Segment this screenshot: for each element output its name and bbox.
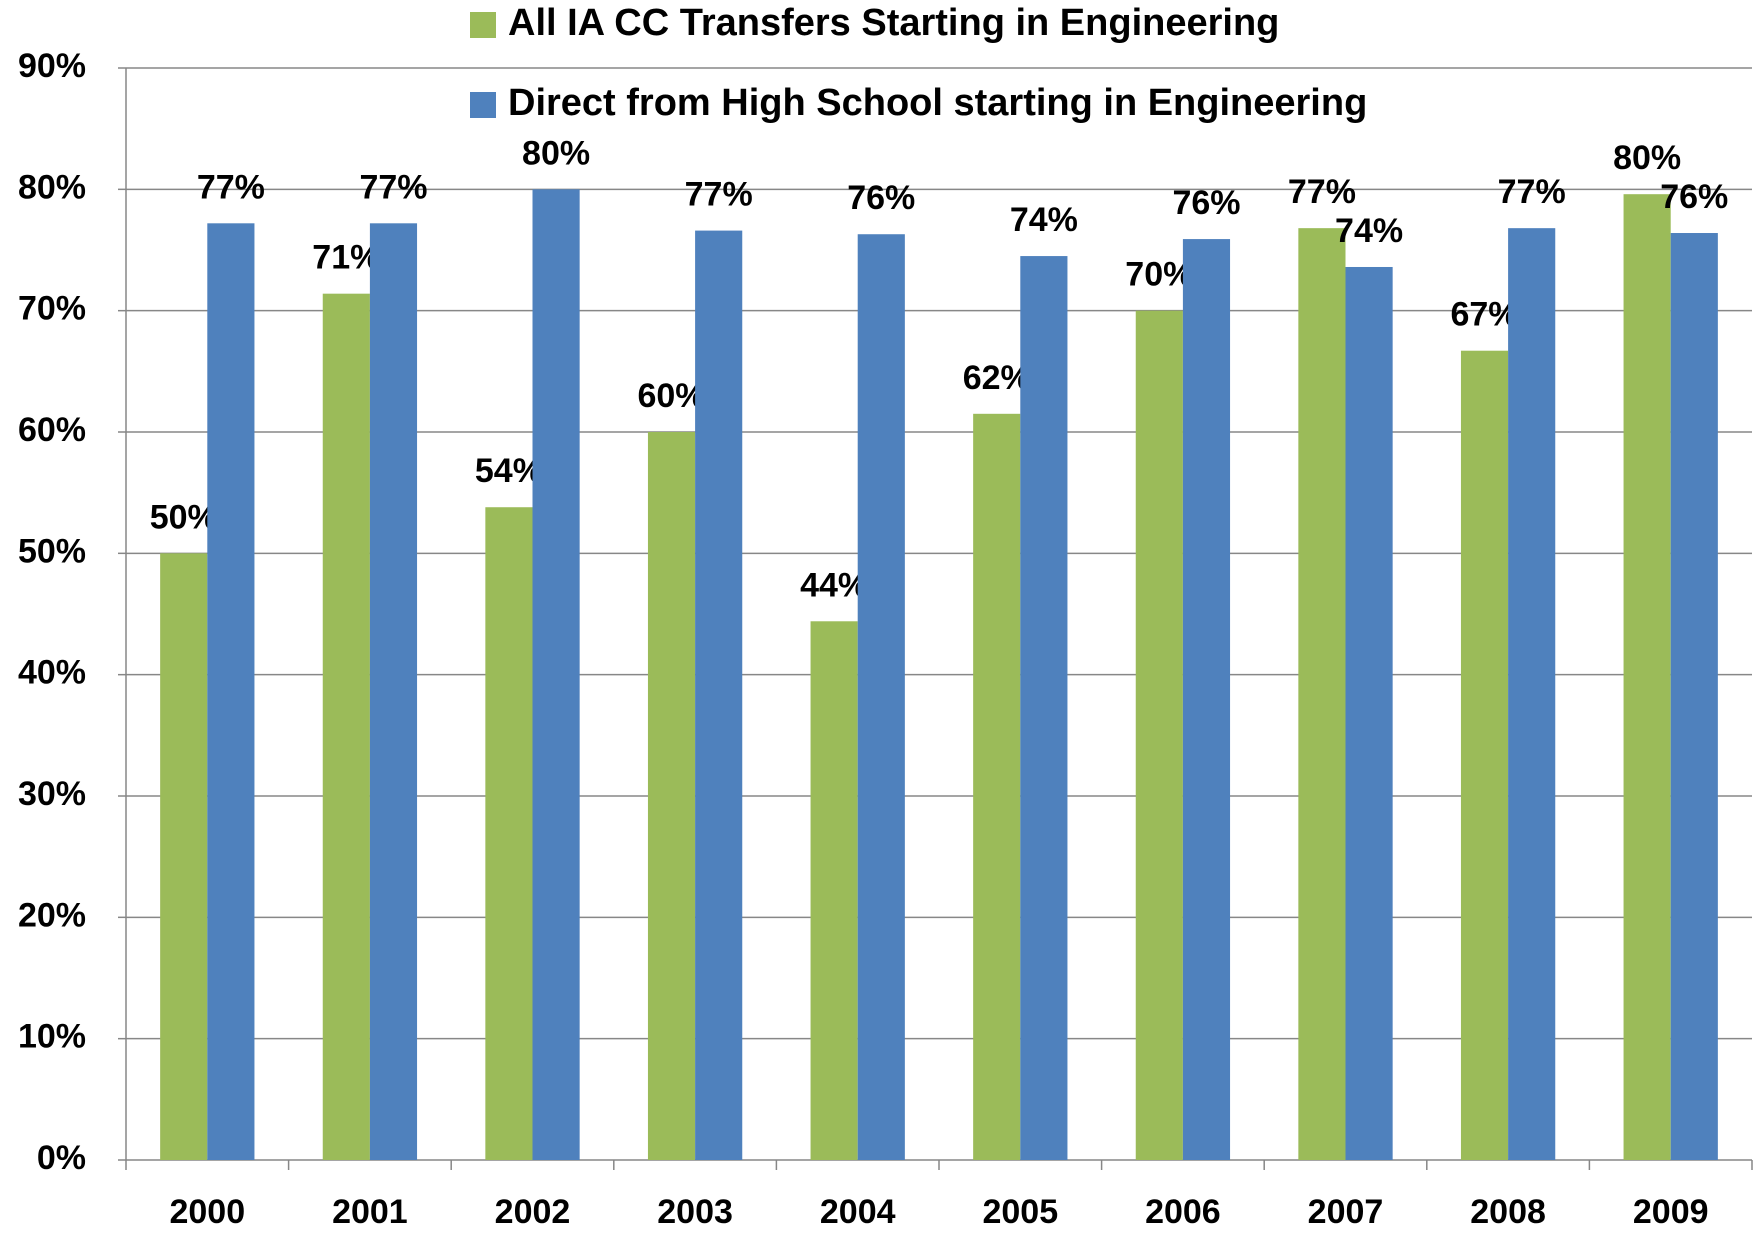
x-tick-label: 2007 [1308,1193,1384,1231]
data-label: 80% [522,134,590,172]
bar [810,621,858,1160]
data-label: 80% [1613,139,1681,177]
y-tick-label: 60% [18,411,86,449]
y-tick-label: 10% [18,1018,86,1056]
y-tick-label: 0% [37,1139,86,1177]
legend-label: Direct from High School starting in Engi… [508,82,1367,124]
bar [485,507,533,1160]
legend-label: All IA CC Transfers Starting in Engineer… [508,2,1279,44]
bar [1670,233,1718,1161]
y-tick-label: 70% [18,290,86,328]
bar [1182,239,1231,1160]
data-label: 60% [637,377,705,415]
legend-swatch [470,92,496,118]
y-tick-label: 30% [18,775,86,813]
y-tick-label: 40% [18,654,86,692]
bar [857,234,905,1160]
bar [1345,266,1393,1160]
data-label: 77% [1288,173,1356,211]
bar [322,293,370,1160]
bar [695,230,743,1160]
y-tick-label: 50% [18,532,86,570]
bar [1460,350,1509,1160]
data-label: 77% [685,176,753,214]
y-tick-label: 80% [18,168,86,206]
data-label: 77% [359,168,427,206]
bar [1135,310,1183,1161]
bar [1298,228,1346,1160]
data-label: 44% [800,566,868,604]
data-label: 76% [1660,178,1728,216]
x-tick-label: 2006 [1145,1193,1221,1231]
data-label: 67% [1450,296,1518,334]
legend-swatch [470,12,496,38]
bar [647,432,696,1160]
data-label: 74% [1010,201,1078,239]
y-tick-label: 20% [18,896,86,934]
data-label: 74% [1335,212,1403,250]
bar [1508,228,1556,1160]
bar [973,413,1021,1160]
bar [1623,194,1671,1161]
data-label: 76% [1172,184,1240,222]
data-label: 77% [197,168,265,206]
x-tick-label: 2004 [820,1193,896,1231]
bar [532,189,580,1161]
x-tick-label: 2002 [495,1193,571,1231]
x-tick-label: 2003 [657,1193,733,1231]
x-tick-label: 2009 [1633,1193,1709,1231]
bar [1020,256,1068,1161]
data-label: 70% [1125,256,1193,294]
y-tick-label: 90% [18,47,86,85]
data-label: 50% [150,498,218,536]
data-label: 77% [1498,173,1566,211]
data-label: 71% [312,239,380,277]
data-label: 54% [475,452,543,490]
bar [160,553,208,1160]
x-tick-label: 2001 [332,1193,408,1231]
data-label: 62% [963,359,1031,397]
bar [369,223,418,1161]
x-tick-label: 2005 [982,1193,1058,1231]
x-tick-label: 2008 [1470,1193,1546,1231]
data-label: 76% [847,179,915,217]
x-tick-label: 2000 [169,1193,245,1231]
bar [207,223,255,1161]
